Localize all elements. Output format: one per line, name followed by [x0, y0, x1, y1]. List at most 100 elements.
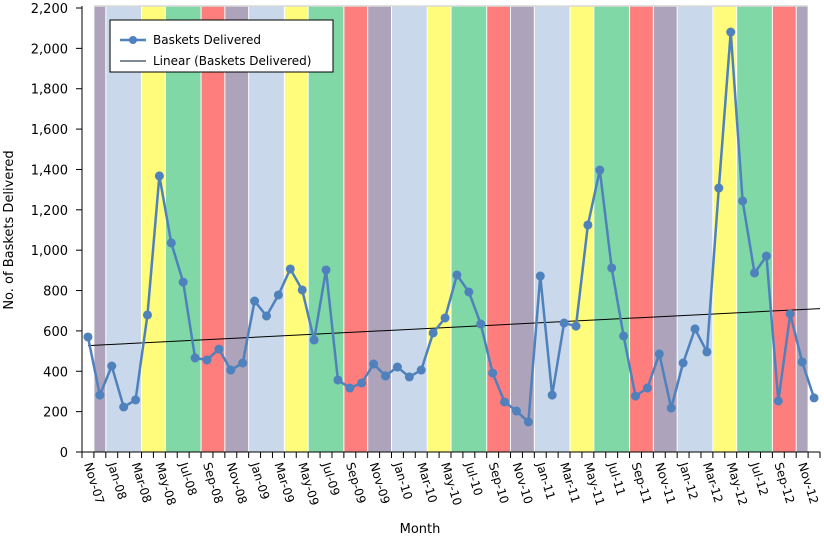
data-point — [357, 378, 367, 388]
x-tick-label: May-08 — [153, 461, 179, 507]
x-tick-label: May-10 — [438, 461, 464, 507]
data-point — [202, 355, 212, 365]
season-band-spring — [427, 6, 451, 452]
trendline-linear — [87, 308, 821, 347]
y-tick-label: 1,200 — [31, 204, 68, 219]
season-band-spring — [142, 6, 165, 452]
data-point — [750, 268, 760, 278]
season-band-winter — [534, 6, 570, 452]
x-tick-label: Jul-09 — [319, 460, 343, 498]
data-point — [583, 220, 593, 230]
data-point — [381, 371, 391, 381]
data-point — [273, 290, 283, 300]
season-band-holiday — [368, 6, 391, 452]
data-point — [797, 357, 807, 367]
y-tick-label: 2,000 — [31, 42, 68, 57]
data-point — [297, 285, 307, 295]
data-point — [214, 344, 224, 354]
data-point — [309, 335, 319, 345]
y-tick-label: 200 — [43, 406, 68, 421]
season-band-winter — [677, 6, 713, 452]
data-point — [226, 365, 236, 375]
data-point — [440, 313, 450, 323]
season-band-summer — [451, 6, 487, 452]
data-point — [416, 365, 426, 375]
legend-label-trend: Linear (Baskets Delivered) — [153, 54, 311, 68]
data-point — [250, 296, 260, 306]
season-band-winter — [106, 6, 142, 452]
season-band-summer — [737, 6, 772, 452]
data-point — [714, 183, 724, 193]
season-band-holiday — [653, 6, 677, 452]
x-tick-label: Jul-12 — [747, 460, 771, 498]
data-point — [404, 372, 414, 382]
data-point — [678, 358, 688, 368]
data-point — [631, 391, 640, 401]
x-tick-label: Nov-10 — [510, 461, 536, 506]
data-point — [511, 406, 521, 416]
data-point — [464, 287, 474, 297]
x-tick-label: Nov-12 — [795, 461, 821, 506]
x-tick-label: Jan-12 — [676, 460, 701, 501]
data-point — [178, 277, 188, 287]
y-tick-label: 600 — [43, 325, 68, 340]
data-point — [547, 390, 557, 400]
season-band-spring — [713, 6, 737, 452]
season-band-summer — [594, 6, 630, 452]
data-point — [321, 265, 331, 275]
data-point — [642, 383, 652, 393]
x-tick-label: Jan-10 — [390, 460, 415, 501]
data-point — [773, 396, 783, 406]
x-tick-label: Jan-09 — [247, 460, 272, 501]
data-point — [523, 417, 533, 427]
data-point — [559, 318, 569, 328]
data-point — [262, 311, 271, 321]
x-tick-label: Nov-09 — [367, 461, 393, 506]
data-point — [119, 402, 129, 412]
data-point — [654, 349, 664, 359]
x-tick-label: Mar-09 — [272, 461, 298, 505]
data-point — [607, 263, 617, 273]
season-band-autumn — [630, 6, 653, 452]
x-tick-label: May-11 — [581, 461, 607, 507]
season-band-autumn — [772, 6, 796, 452]
x-tick-label: Sep-10 — [486, 461, 512, 505]
x-tick-label: Jul-11 — [605, 460, 629, 498]
season-band-summer — [165, 6, 201, 452]
data-point — [392, 362, 402, 372]
data-point — [785, 309, 795, 319]
data-point — [452, 270, 462, 280]
data-point — [500, 397, 510, 407]
x-axis-title: Month — [400, 522, 441, 537]
legend: Baskets Delivered Linear (Baskets Delive… — [109, 19, 334, 73]
data-point — [619, 331, 629, 341]
season-band-winter — [391, 6, 427, 452]
x-tick-label: Mar-12 — [700, 461, 726, 505]
x-tick-label: Sep-09 — [343, 461, 369, 505]
x-tick-label: May-09 — [295, 461, 321, 507]
x-tick-label: Mar-11 — [557, 461, 583, 505]
data-point — [690, 324, 700, 334]
data-point — [154, 171, 164, 181]
data-point — [131, 395, 141, 405]
data-point — [369, 359, 379, 369]
y-tick-label: 800 — [43, 285, 68, 300]
data-point — [142, 310, 152, 320]
season-band-holiday — [511, 6, 534, 452]
data-point — [738, 196, 748, 206]
x-tick-label: Jul-08 — [176, 460, 200, 498]
x-tick-label: May-12 — [724, 461, 750, 507]
data-point — [476, 319, 486, 329]
x-tick-label: Mar-08 — [129, 461, 155, 505]
season-band-spring — [284, 6, 308, 452]
series-baskets — [83, 27, 819, 427]
season-bands — [93, 5, 809, 452]
x-tick-label: Sep-12 — [771, 461, 797, 505]
data-point — [345, 383, 355, 393]
season-band-autumn — [201, 6, 225, 452]
data-point — [702, 347, 712, 357]
legend-label-baskets: Baskets Delivered — [153, 33, 261, 47]
season-band-holiday — [796, 6, 808, 452]
data-point — [166, 238, 176, 248]
